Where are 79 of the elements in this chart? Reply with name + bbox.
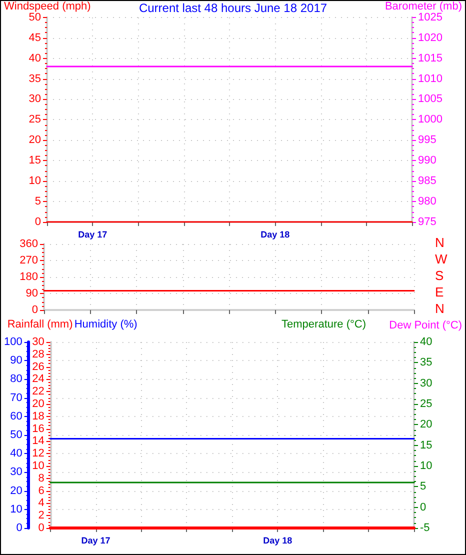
y2-tick-label: 20 xyxy=(420,418,432,431)
y-tick-label: 35 xyxy=(28,72,41,85)
y3-tick-label: 30 xyxy=(10,466,22,478)
y-tick-label: 25 xyxy=(28,114,41,126)
y-tick-label: 20 xyxy=(32,398,44,410)
y2-tick-label: 995 xyxy=(418,134,436,146)
y2-tick-label: 980 xyxy=(418,196,436,208)
y-tick-label: 90 xyxy=(26,288,38,300)
x-tick-label: Day 18 xyxy=(263,536,292,546)
y-tick-label: 360 xyxy=(20,238,38,250)
x-tick-label: Day 17 xyxy=(78,230,108,240)
chart-title: Current last 48 hours June 18 2017 xyxy=(138,1,328,15)
x-tick-label: Day 18 xyxy=(260,230,290,240)
y2-axis-title: Temperature (°C) xyxy=(282,318,366,330)
y-tick-label: 50 xyxy=(28,11,41,24)
y3-tick-label: 10 xyxy=(10,503,22,516)
y3-tick-label: 70 xyxy=(10,392,22,404)
y-tick-label: 12 xyxy=(32,448,44,460)
text: S xyxy=(435,268,444,283)
y3-axis-title: Humidity (%) xyxy=(74,318,138,330)
y-tick-label: 16 xyxy=(32,422,44,435)
y2-tick-label: 15 xyxy=(420,439,432,452)
y2-tick-label: 1010 xyxy=(418,72,442,85)
y2-tick-label: 1020 xyxy=(418,32,442,44)
y3-tick-label: 100 xyxy=(4,336,22,348)
y3-tick-label: 80 xyxy=(10,373,22,386)
y-tick-label: 270 xyxy=(20,254,38,266)
y2-tick-label: 975 xyxy=(418,216,436,228)
text: W xyxy=(435,252,448,266)
y-tick-label: 20 xyxy=(28,134,41,146)
y2-tick-label: 0 xyxy=(420,501,426,514)
y-tick-label: 180 xyxy=(20,271,38,283)
y2-tick-label: 35 xyxy=(420,356,432,369)
y2-tick-label: 1000 xyxy=(418,114,442,126)
y-tick-label: 6 xyxy=(38,484,44,497)
y2-tick-label: 5 xyxy=(420,480,426,493)
y-tick-label: 30 xyxy=(32,336,44,348)
y-axis-title: Rainfall (mm) xyxy=(7,318,73,330)
y-tick-label: 0 xyxy=(38,522,44,534)
y2-tick-label: 1015 xyxy=(418,52,442,64)
y-tick-label: 28 xyxy=(32,348,44,360)
y3-tick-label: 60 xyxy=(10,410,22,422)
y-tick-label: 4 xyxy=(38,497,44,510)
y3-tick-label: 90 xyxy=(10,354,22,367)
y-axis-title: Windspeed (mph) xyxy=(4,0,91,12)
y-tick-label: 8 xyxy=(38,472,44,484)
y2-tick-label: 10 xyxy=(420,460,432,472)
y-tick-label: 45 xyxy=(28,32,41,44)
y2-tick-label: 1005 xyxy=(418,93,442,106)
y2-axis-title: Barometer (mb) xyxy=(384,0,462,12)
text: Dew Point (°C) xyxy=(389,320,462,332)
y2-tick-label: 1025 xyxy=(418,11,442,24)
x-tick-label: Day 17 xyxy=(81,536,110,546)
y-tick-label: 14 xyxy=(32,435,44,448)
y-tick-label: 18 xyxy=(32,410,44,422)
text: N xyxy=(435,235,444,250)
y2-tick-label: 985 xyxy=(418,175,436,188)
y3-tick-label: 40 xyxy=(10,448,22,460)
y2-tick-label: 30 xyxy=(420,377,432,390)
y2-tick-label: 40 xyxy=(420,336,432,348)
y3-tick-label: 50 xyxy=(10,429,22,441)
y-tick-label: 22 xyxy=(32,386,44,398)
y2-tick-label: -5 xyxy=(420,522,430,534)
y-tick-label: 24 xyxy=(32,373,44,386)
y2-tick-label: 25 xyxy=(420,398,432,410)
y-tick-label: 30 xyxy=(28,93,41,106)
y-tick-label: 10 xyxy=(28,175,41,188)
y-tick-label: 0 xyxy=(32,304,38,316)
y-tick-label: 40 xyxy=(28,52,41,64)
y-tick-label: 5 xyxy=(34,196,41,208)
text: N xyxy=(435,301,444,316)
y-tick-label: 26 xyxy=(32,360,44,373)
y3-tick-label: 20 xyxy=(10,484,22,497)
y-tick-label: 15 xyxy=(28,154,41,167)
text: E xyxy=(435,284,444,300)
y-tick-label: 2 xyxy=(38,510,44,522)
y-tick-label: 0 xyxy=(34,216,41,228)
y-tick-label: 10 xyxy=(32,460,44,472)
y2-tick-label: 990 xyxy=(418,154,436,167)
